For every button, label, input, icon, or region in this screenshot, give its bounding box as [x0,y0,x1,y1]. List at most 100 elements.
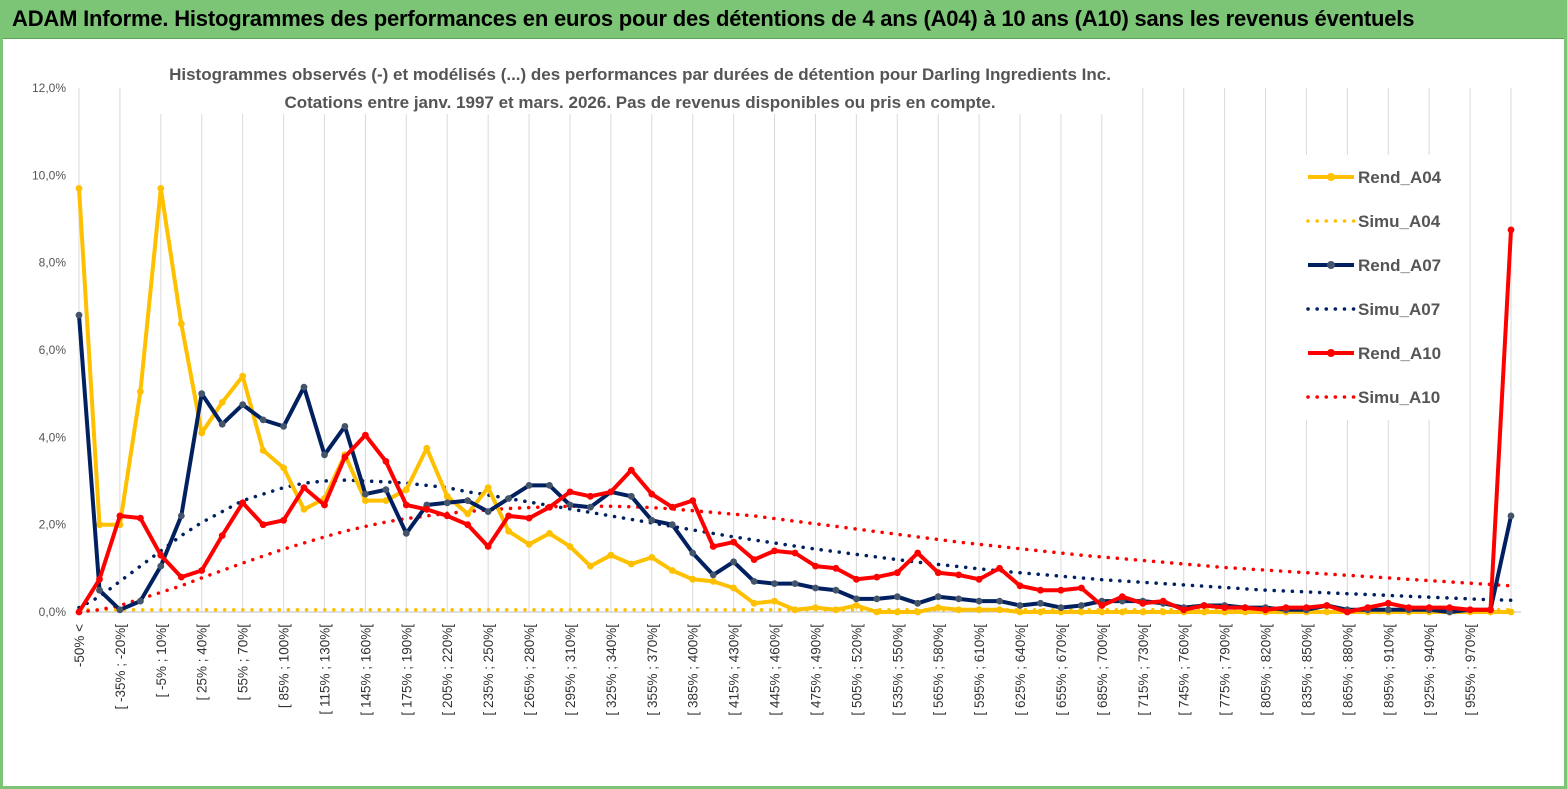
legend-item-rend_a10: Rend_A10 [1308,344,1441,363]
data-point [259,521,267,529]
data-point [402,530,410,537]
data-point [832,606,840,614]
data-point [321,501,328,509]
data-point [1098,608,1106,616]
x-tick-label: [ 145% ; 160%[ [358,624,373,716]
data-point [975,597,983,605]
data-point [1200,608,1208,616]
data-point [709,578,717,585]
data-point [668,567,676,574]
data-point [218,399,226,406]
x-axis: -50% < [ -35% ; -20%[[ -5% ; 10%[[ 25% ; … [72,611,1521,716]
chart-title-line1: Histogrammes observés (-) et modélisés (… [169,65,1111,84]
legend-label: Rend_A04 [1358,168,1442,187]
data-point [1016,608,1024,616]
data-point [996,597,1003,605]
data-point [443,499,451,507]
x-tick-label: [ -5% ; 10%[ [154,624,169,698]
data-point [873,573,881,581]
data-point [505,512,512,520]
data-point [341,453,349,461]
y-tick-label: 10,0% [32,168,66,182]
data-point [1384,606,1392,614]
x-tick-label: [ 535% ; 550%[ [890,624,905,716]
data-point [300,484,308,491]
data-point [1037,586,1044,594]
data-point [832,586,840,594]
data-point [525,514,533,522]
data-point [873,608,881,616]
data-point [812,562,819,570]
data-point [791,549,799,557]
data-point [300,383,308,391]
data-point [546,482,553,489]
data-point [1405,604,1413,611]
data-point [996,564,1003,572]
x-tick-label: [ 715% ; 730%[ [1136,624,1151,716]
x-tick-label: [ 685% ; 700%[ [1095,624,1110,716]
data-point [566,501,574,509]
x-tick-label: [ 955% ; 970%[ [1463,624,1478,716]
x-tick-label: [ 355% ; 370%[ [645,624,660,716]
y-tick-label: 4,0% [39,430,67,444]
data-point [893,569,901,577]
data-point [730,538,737,546]
data-point [137,597,144,605]
x-tick-label: [ 265% ; 280%[ [522,624,537,716]
legend-box [1295,155,1455,420]
x-tick-label: [ 415% ; 430%[ [727,624,742,716]
data-point [750,556,758,563]
data-point [750,599,758,607]
data-point [137,514,144,522]
data-point [791,580,799,587]
y-tick-label: 12,0% [32,81,66,95]
data-point [955,606,963,614]
x-tick-label: [ 835% ; 850%[ [1299,624,1314,716]
data-point [648,554,656,561]
x-tick-label: [ 745% ; 760%[ [1177,624,1192,716]
legend-item-simu_a10: Simu_A10 [1306,388,1440,407]
data-point [362,497,369,504]
data-point [791,606,799,614]
series-line-simu_a10 [77,504,1513,614]
data-point [1118,608,1126,616]
legend-marker [1327,173,1335,181]
data-point [975,606,983,614]
data-point [96,575,103,583]
data-point [627,560,635,568]
data-point [1118,593,1126,601]
data-point [1364,604,1372,611]
data-point [1384,599,1392,607]
data-point [607,488,615,496]
data-point [1466,606,1474,614]
data-point [157,562,165,570]
data-point [689,575,697,583]
data-point [362,490,369,498]
y-tick-label: 2,0% [39,518,67,532]
data-point [668,521,676,529]
data-point [157,185,165,192]
data-point [1078,584,1085,592]
legend-item-simu_a07: Simu_A07 [1306,300,1440,319]
data-point [893,593,901,601]
data-point [382,497,390,504]
data-point [116,606,124,614]
data-point [1282,604,1290,611]
data-point [975,575,983,583]
chart-title-line2: Cotations entre janv. 1997 et mars. 2026… [284,93,995,112]
data-point [259,447,267,454]
x-tick-label: [ 595% ; 610%[ [972,624,987,716]
data-point [1078,608,1085,616]
data-point [873,595,881,603]
legend-label: Simu_A04 [1358,212,1441,231]
x-tick-label: [ 25% ; 40%[ [195,624,210,701]
data-point [1016,602,1024,609]
data-point [546,530,553,537]
x-tick-label: [ 505% ; 520%[ [849,624,864,716]
data-point [627,492,635,500]
x-tick-label: [ 625% ; 640%[ [1013,624,1028,716]
data-point [648,490,656,498]
data-point [853,595,860,603]
data-point [730,558,737,566]
data-point [1507,608,1515,616]
